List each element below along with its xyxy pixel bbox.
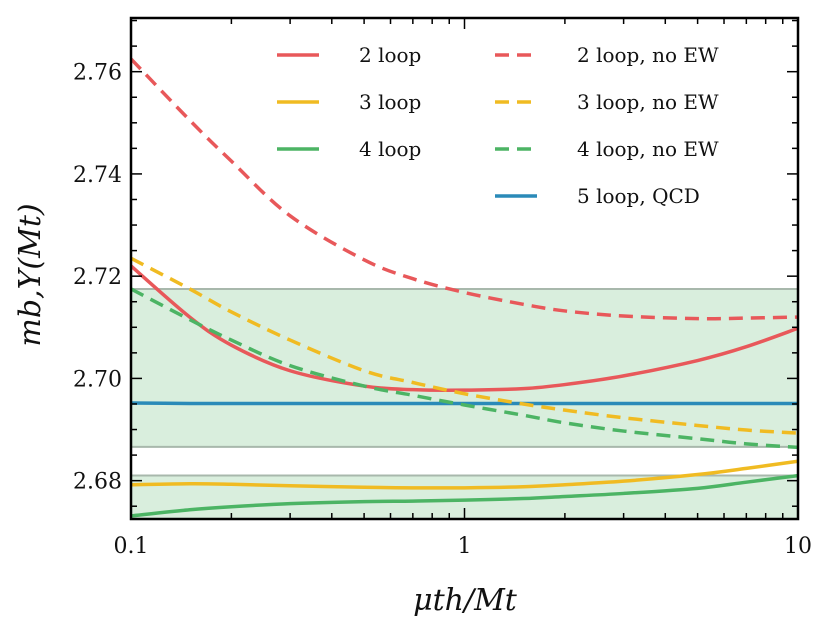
legend-entry-4-loop-no-ew: 4 loop, no EW [495, 137, 719, 161]
x-axis-title: μth/Mt [413, 583, 518, 618]
y-tick-label: 2.76 [73, 61, 122, 86]
legend-label-4-loop: 4 loop [359, 137, 421, 161]
y-tick-label: 2.74 [73, 163, 122, 188]
series-line-4-loop [131, 473, 798, 518]
y-tick-label: 2.70 [73, 367, 122, 392]
legend-entry-3-loop-no-ew: 3 loop, no EW [495, 90, 719, 114]
x-axis-title-text: μth/Mt [413, 583, 518, 618]
series-line-4-loop-no-ew [131, 287, 798, 450]
legend-label-2-loop: 2 loop [359, 43, 421, 67]
legend-label-4-loop-no-ew: 4 loop, no EW [577, 137, 719, 161]
legend-entry-2-loop: 2 loop [277, 43, 421, 67]
x-tick-label: 1 [458, 534, 472, 559]
plot-frame [129, 16, 800, 521]
legend-label-3-loop: 3 loop [359, 90, 421, 114]
legend-entry-5-loop-qcd: 5 loop, QCD [495, 184, 700, 208]
legend-label-3-loop-no-ew: 3 loop, no EW [577, 90, 719, 114]
band-upper-fill [131, 288, 798, 447]
legend-entry-4-loop: 4 loop [277, 137, 421, 161]
legend-entry-3-loop: 3 loop [277, 90, 421, 114]
series-line-2-loop [131, 264, 798, 393]
x-tick-label: 0.1 [114, 534, 149, 559]
legend-label-5-loop-qcd: 5 loop, QCD [577, 184, 700, 208]
legend: 2 loop 3 loop 4 loop 2 loop, no EW 3 loop, n… [277, 43, 719, 208]
series-line-3-loop-no-ew [131, 256, 798, 435]
y-axis-title-text: mb,Y(Mt) [13, 203, 48, 346]
y-tick-label: 2.68 [73, 470, 122, 495]
x-tick-label: 10 [784, 534, 812, 559]
y-tick-label: 2.72 [73, 265, 122, 290]
legend-label-2-loop-no-ew: 2 loop, no EW [577, 43, 719, 67]
legend-entry-2-loop-no-ew: 2 loop, no EW [495, 43, 719, 67]
series-line-3-loop [131, 459, 798, 490]
series-line-2-loop-no-ew [131, 57, 798, 321]
y-axis-title: mb,Y(Mt) [13, 203, 48, 346]
series-lines [131, 57, 798, 518]
